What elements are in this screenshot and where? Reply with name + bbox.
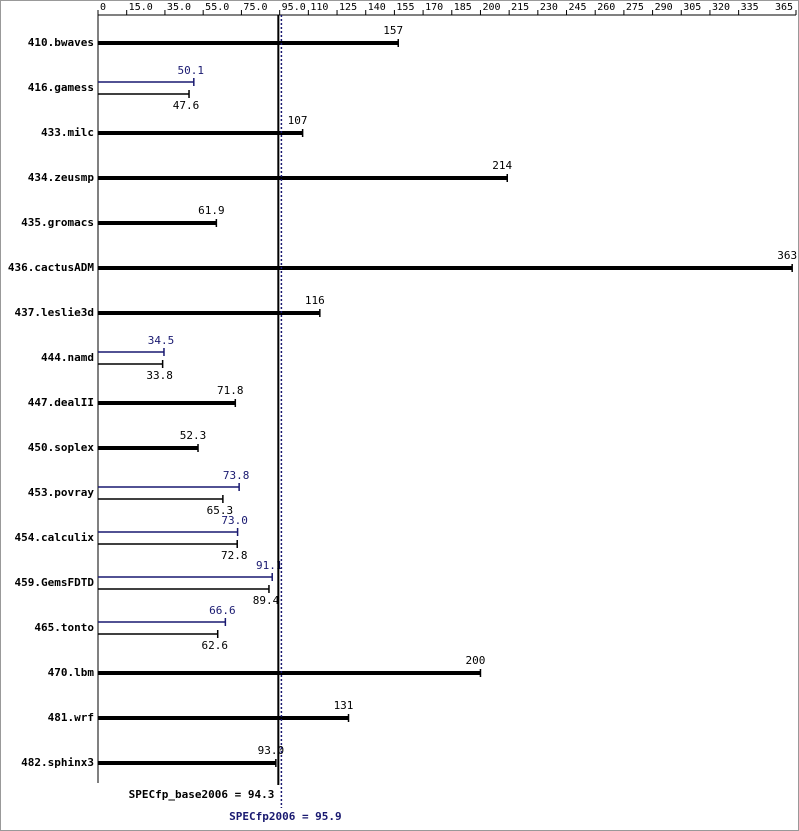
value-label: 131: [334, 699, 354, 712]
x-tick-label: 320: [712, 2, 730, 13]
category-label: 450.soplex: [28, 441, 95, 454]
category-label: 435.gromacs: [21, 216, 94, 229]
x-tick-label: 125: [339, 2, 357, 13]
x-tick-label: 155: [396, 2, 414, 13]
category-label: 444.namd: [41, 351, 94, 364]
value-label: 73.8: [223, 469, 250, 482]
value-label: 91.1: [256, 559, 283, 572]
category-label: 433.milc: [41, 126, 94, 139]
category-label: 436.cactusADM: [8, 261, 94, 274]
value-label: 50.1: [178, 64, 205, 77]
value-label: 47.6: [173, 99, 200, 112]
value-label: 62.6: [201, 639, 228, 652]
value-label: 93.0: [258, 744, 285, 757]
x-tick-label: 290: [655, 2, 673, 13]
category-label: 447.dealII: [28, 396, 94, 409]
x-tick-label: 75.0: [243, 2, 267, 13]
x-tick-label: 140: [368, 2, 386, 13]
x-tick-label: 110: [310, 2, 328, 13]
value-label: 33.8: [146, 369, 173, 382]
x-tick-label: 185: [454, 2, 472, 13]
value-label: 34.5: [148, 334, 175, 347]
x-tick-label: 215: [511, 2, 529, 13]
x-tick-label: 35.0: [167, 2, 191, 13]
value-label: 116: [305, 294, 325, 307]
category-label: 434.zeusmp: [28, 171, 95, 184]
value-label: 61.9: [198, 204, 225, 217]
x-tick-label: 200: [482, 2, 500, 13]
x-tick-label: 365: [775, 2, 793, 13]
value-label: 65.3: [207, 504, 234, 517]
x-tick-label: 335: [741, 2, 759, 13]
x-tick-label: 0: [100, 2, 106, 13]
x-tick-label: 55.0: [205, 2, 229, 13]
value-label: 214: [492, 159, 512, 172]
value-label: 363: [777, 249, 797, 262]
value-label: 66.6: [209, 604, 236, 617]
value-label: 157: [383, 24, 403, 37]
reference-label: SPECfp_base2006 = 94.3: [129, 788, 275, 801]
category-label: 437.leslie3d: [15, 306, 94, 319]
category-label: 481.wrf: [48, 711, 94, 724]
category-label: 459.GemsFDTD: [15, 576, 95, 589]
value-label: 107: [288, 114, 308, 127]
x-tick-label: 15.0: [129, 2, 153, 13]
x-tick-label: 170: [425, 2, 443, 13]
category-label: 470.lbm: [48, 666, 95, 679]
x-tick-label: 260: [597, 2, 615, 13]
value-label: 72.8: [221, 549, 248, 562]
value-label: 200: [466, 654, 486, 667]
category-label: 410.bwaves: [28, 36, 94, 49]
x-tick-label: 305: [683, 2, 701, 13]
x-tick-label: 230: [540, 2, 558, 13]
category-label: 465.tonto: [34, 621, 94, 634]
value-label: 52.3: [180, 429, 207, 442]
reference-label: SPECfp2006 = 95.9: [229, 810, 342, 823]
value-label: 71.8: [217, 384, 244, 397]
value-label: 89.4: [253, 594, 280, 607]
category-label: 453.povray: [28, 486, 95, 499]
category-label: 454.calculix: [15, 531, 95, 544]
x-tick-label: 275: [626, 2, 644, 13]
x-tick-label: 95.0: [282, 2, 306, 13]
category-label: 416.gamess: [28, 81, 94, 94]
x-tick-label: 245: [569, 2, 587, 13]
value-label: 73.0: [221, 514, 248, 527]
category-label: 482.sphinx3: [21, 756, 94, 769]
